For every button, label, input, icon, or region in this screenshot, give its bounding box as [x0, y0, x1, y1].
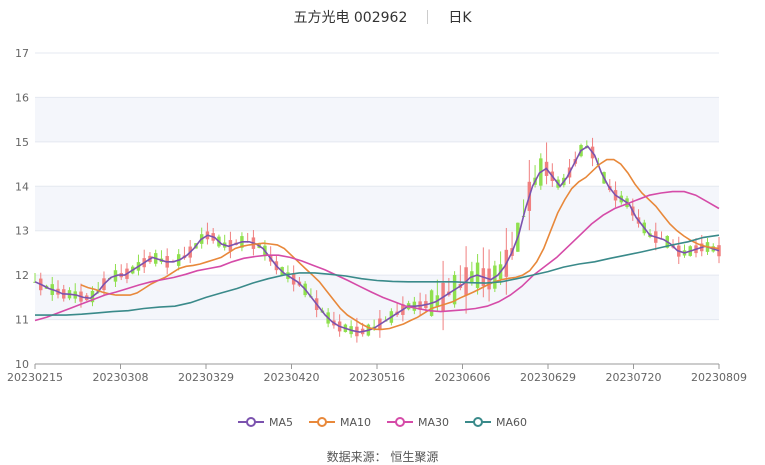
legend-label: MA60: [496, 415, 528, 429]
title-separator: [427, 10, 429, 24]
legend-item-ma10[interactable]: MA10: [308, 415, 371, 429]
legend-label: MA5: [268, 415, 293, 429]
legend-item-ma60[interactable]: MA60: [465, 416, 527, 429]
candle: [159, 250, 164, 265]
y-tick-label: 15: [15, 136, 29, 149]
candle: [222, 234, 227, 251]
grid-band: [35, 186, 719, 231]
candle: [682, 244, 687, 258]
legend-label: MA10: [339, 415, 371, 429]
y-tick-label: 14: [15, 180, 29, 193]
y-tick-label: 16: [15, 91, 29, 104]
legend-item-ma5[interactable]: MA5: [237, 415, 293, 429]
candle: [694, 238, 698, 258]
legend-label: MA30: [418, 415, 450, 429]
x-tick-label: 20230329: [178, 371, 234, 384]
y-tick-label: 17: [15, 47, 29, 60]
grid-band: [35, 275, 719, 320]
stock-title: 五方光电 002962: [293, 10, 408, 26]
chart-header: 五方光电 002962 日K: [0, 6, 765, 28]
legend-swatch: [237, 417, 264, 427]
x-tick-label: 20230720: [606, 371, 662, 384]
legend: MA5 MA10 MA30 MA60: [0, 412, 765, 432]
y-tick-label: 13: [15, 225, 29, 238]
legend-swatch: [465, 417, 492, 427]
x-tick-label: 20230809: [691, 371, 747, 384]
x-tick-label: 20230308: [93, 371, 149, 384]
ma-lines: [34, 145, 720, 333]
legend-swatch: [308, 417, 335, 427]
legend-swatch: [387, 417, 413, 427]
candle: [544, 142, 549, 185]
y-tick-label: 10: [15, 358, 29, 371]
series-line-ma60: [35, 234, 720, 316]
x-tick-label: 20230215: [7, 371, 63, 384]
candle-body: [717, 245, 721, 257]
axes: 10 11 12 13 14 15 16 17 20230215 20230308 20230329…: [7, 47, 747, 384]
series-line-ma10: [80, 158, 720, 331]
x-tick-label: 20230516: [349, 371, 405, 384]
series-line-ma5: [34, 145, 720, 333]
x-tick-label: 20230420: [264, 371, 320, 384]
y-tick-label: 11: [15, 314, 29, 327]
x-tick-label: 20230629: [520, 371, 576, 384]
candlestick-chart: 10 11 12 13 14 15 16 17 20230215 20230308 20230329…: [7, 47, 747, 384]
legend-item-ma30[interactable]: MA30: [387, 416, 449, 429]
series-line-ma30: [34, 190, 720, 322]
x-tick-label: 20230606: [435, 371, 491, 384]
y-tick-label: 12: [15, 269, 29, 282]
grid: [35, 52, 719, 365]
period-tab[interactable]: 日K: [448, 10, 472, 26]
data-source: 数据来源： 恒生聚源: [326, 450, 439, 464]
grid-band: [35, 97, 719, 142]
